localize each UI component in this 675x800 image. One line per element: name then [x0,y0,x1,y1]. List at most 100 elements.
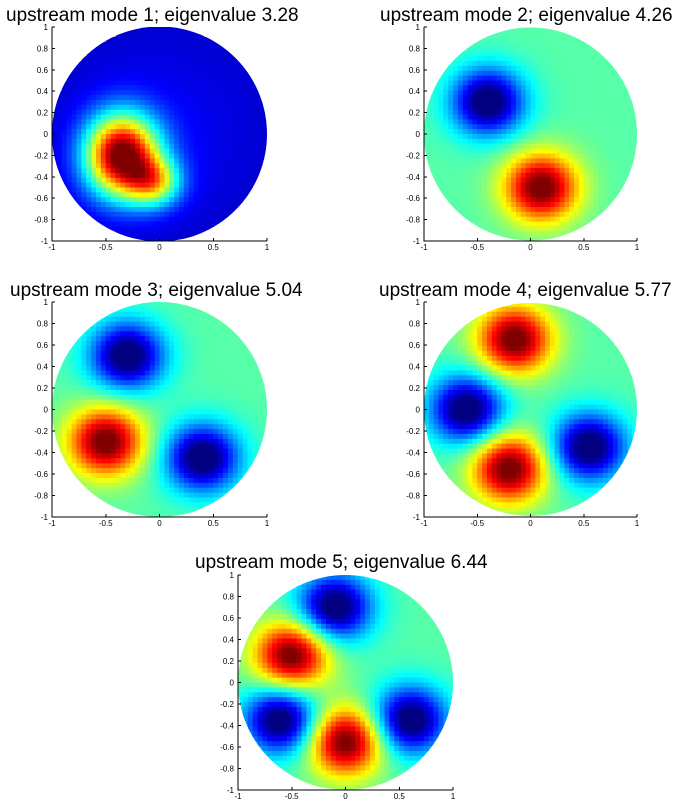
heatmap-cell [144,302,151,308]
heatmap-cell [135,221,141,228]
heatmap-cell [125,316,131,323]
heatmap-cell [213,409,219,415]
heatmap-cell [198,163,205,169]
heatmap-cell [559,153,565,159]
heatmap-cell [506,168,512,174]
heatmap-cell [159,85,165,91]
heatmap-cell [61,360,68,367]
heatmap-cell [105,419,112,425]
heatmap-cell [438,429,444,435]
heatmap-cell [482,216,488,223]
heatmap-cell [208,41,214,48]
heatmap-cell [486,99,493,106]
heatmap-cell [593,114,599,121]
heatmap-cell [433,182,440,189]
heatmap-cell [520,182,527,189]
heatmap-cell [91,172,97,179]
heatmap-cell [252,385,258,391]
heatmap-cell [515,75,522,82]
heatmap-cell [438,192,444,198]
heatmap-cell [583,206,590,213]
heatmap-cell [213,65,219,72]
heatmap-cell [71,429,78,435]
heatmap-cell [448,477,454,484]
heatmap-cell [257,438,263,445]
y-tick-label: -1 [41,237,49,246]
heatmap-cell [457,104,464,111]
heatmap-cell [242,385,249,391]
heatmap-cell [149,206,156,213]
heatmap-cell [578,80,585,86]
heatmap-cell [242,143,249,150]
heatmap-cell [149,453,156,459]
heatmap-cell [530,182,536,189]
heatmap-cell [540,148,546,155]
heatmap-cell [159,424,165,430]
heatmap-cell [169,448,175,455]
heatmap-cell [535,41,541,48]
heatmap-cell [218,221,224,228]
heatmap-cell [130,99,136,106]
heatmap-cell [525,75,532,82]
heatmap-cell [169,409,175,415]
heatmap-cell [574,192,580,198]
heatmap-cell [506,163,512,169]
heatmap-cell [472,158,478,164]
heatmap-cell [159,302,165,308]
heatmap-cell [448,443,454,450]
heatmap-cell [135,114,141,121]
heatmap-cell [617,187,624,193]
heatmap-cell [218,443,224,450]
heatmap-cell [130,463,136,469]
heatmap-cell [554,95,561,101]
heatmap-cell [159,473,165,479]
heatmap-cell [130,375,136,381]
heatmap-cell [491,168,498,174]
heatmap-cell [603,168,609,174]
heatmap-cell [218,56,224,62]
heatmap-cell [598,197,604,203]
heatmap-cell [242,104,249,111]
heatmap-cell [535,95,541,101]
heatmap-cell [135,336,141,342]
heatmap-cell [91,375,97,381]
heatmap-cell [159,236,165,242]
heatmap-cell [603,56,609,62]
heatmap-cell [95,458,102,464]
heatmap-cell [193,129,200,135]
heatmap-cell [91,85,97,91]
heatmap-cell [453,172,459,179]
heatmap-cell [125,153,131,159]
heatmap-cell [496,202,503,208]
heatmap-cell [486,46,493,52]
heatmap-cell [179,114,185,121]
heatmap-cell [188,124,195,130]
heatmap-cell [486,124,493,130]
heatmap-cell [607,109,614,116]
heatmap-cell [86,182,92,189]
heatmap-cell [549,99,556,106]
heatmap-cell [472,90,478,96]
heatmap-cell [149,61,156,67]
heatmap-cell [622,104,628,111]
y-tick-label: 0.6 [409,66,421,75]
heatmap-cell [574,158,580,164]
heatmap-cell [574,75,580,82]
heatmap-cell [208,497,214,503]
heatmap-cell [496,153,503,159]
heatmap-cell [457,143,464,150]
heatmap-cell [530,85,536,91]
heatmap-cell [472,138,478,145]
heatmap-cell [130,129,136,135]
heatmap-cell [472,172,478,179]
heatmap-cell [105,80,112,86]
heatmap-cell [76,429,82,435]
heatmap-cell [91,345,97,352]
heatmap-cell [183,350,190,357]
heatmap-cell [86,104,92,111]
heatmap-cell [520,206,527,213]
heatmap-cell [545,143,551,150]
heatmap-cell [81,104,87,111]
heatmap-cell [530,202,536,208]
heatmap-cell [564,153,570,159]
